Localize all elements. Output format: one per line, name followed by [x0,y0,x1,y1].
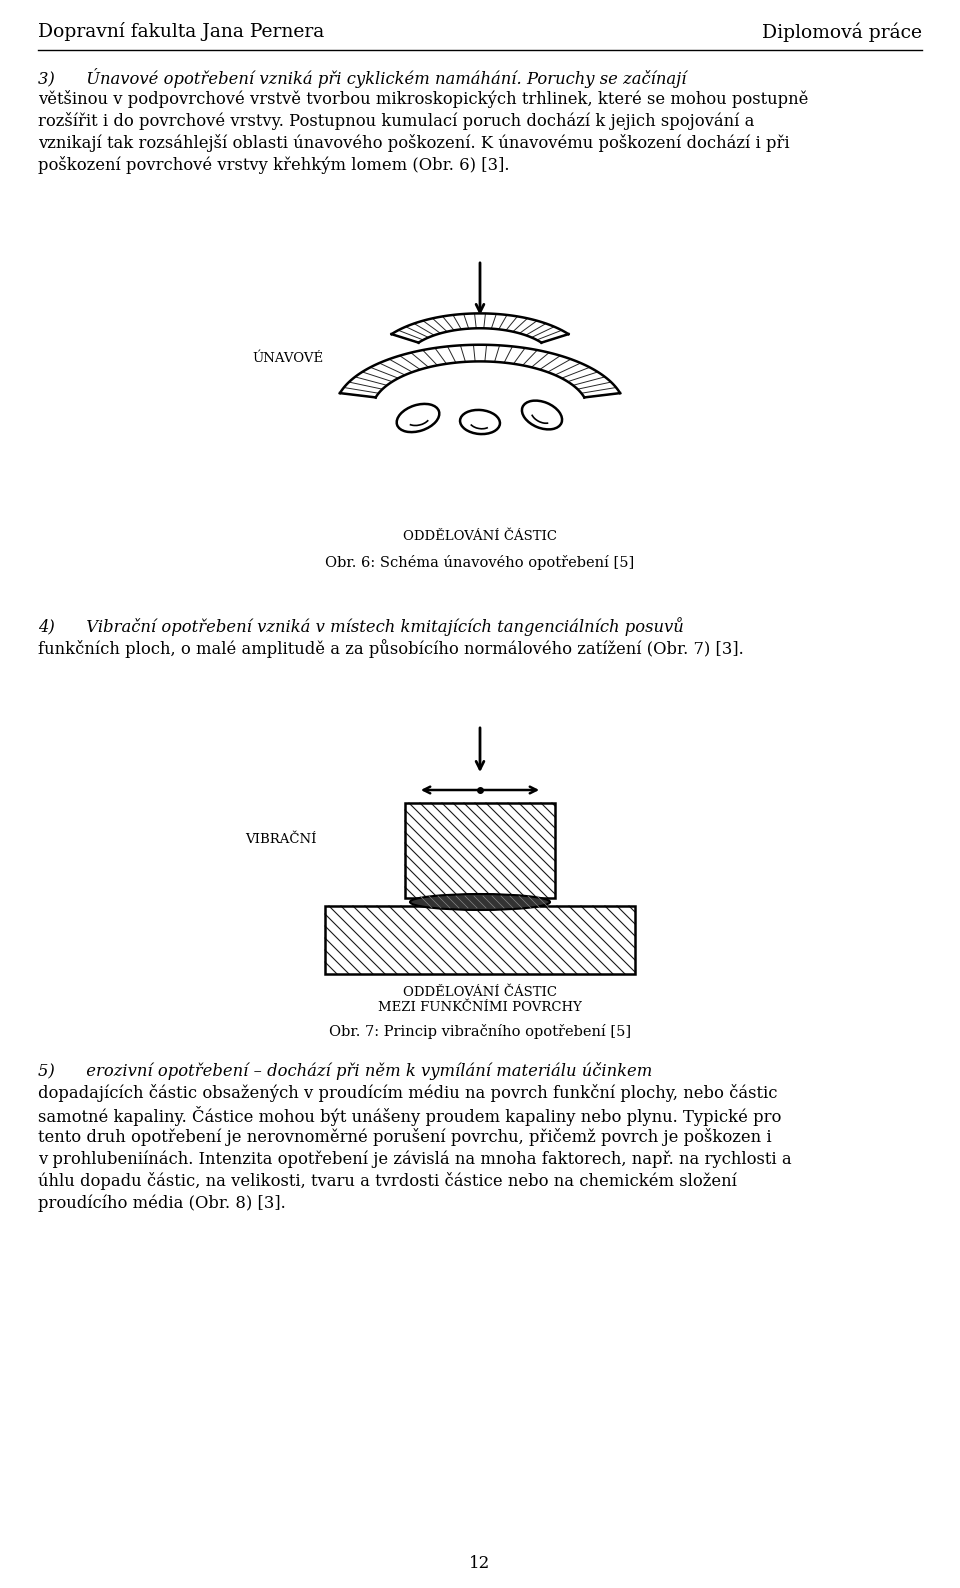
Text: ÚNAVOVÉ: ÚNAVOVÉ [252,353,324,365]
Text: 4)      Vibrační opotřebení vzniká v místech kmitajících tangenciálních posuvů: 4) Vibrační opotřebení vzniká v místech … [38,618,684,635]
Text: 3)      Únavové opotřebení vzniká při cyklickém namáhání. Poruchy se začínají: 3) Únavové opotřebení vzniká při cyklick… [38,68,686,87]
Bar [325,907,635,973]
Text: vznikají tak rozsáhlejší oblasti únavového poškození. K únavovému poškození doch: vznikají tak rozsáhlejší oblasti únavové… [38,133,790,152]
Text: Obr. 7: Princip vibračního opotřebení [5]: Obr. 7: Princip vibračního opotřebení [5… [329,1024,631,1039]
Text: Diplomová práce: Diplomová práce [762,22,922,41]
Text: tento druh opotřebení je nerovnoměrné porušení povrchu, přičemž povrch je poškoz: tento druh opotřebení je nerovnoměrné po… [38,1127,772,1147]
Text: v prohlubeniínách. Intenzita opotřebení je závislá na mnoha faktorech, např. na : v prohlubeniínách. Intenzita opotřebení … [38,1150,792,1167]
Text: proudícího média (Obr. 8) [3].: proudícího média (Obr. 8) [3]. [38,1194,286,1212]
Text: většinou v podpovrchové vrstvě tvorbou mikroskopických trhlinek, které se mohou : většinou v podpovrchové vrstvě tvorbou m… [38,91,808,108]
Text: dopadajících částic obsažených v proudícím médiu na povrch funkční plochy, nebo : dopadajících částic obsažených v proudíc… [38,1085,778,1102]
Text: úhlu dopadu částic, na velikosti, tvaru a tvrdosti částice nebo na chemickém slo: úhlu dopadu částic, na velikosti, tvaru … [38,1172,737,1189]
Text: ODDĚLOVÁNÍ ČÁSTIC: ODDĚLOVÁNÍ ČÁSTIC [403,986,557,999]
Text: samotné kapaliny. Částice mohou být unášeny proudem kapaliny nebo plynu. Typické: samotné kapaliny. Částice mohou být unáš… [38,1105,781,1126]
Text: funkčních ploch, o malé amplitudě a za působícího normálového zatížení (Obr. 7) : funkčních ploch, o malé amplitudě a za p… [38,638,744,657]
Bar [405,804,555,897]
Text: poškození povrchové vrstvy křehkým lomem (Obr. 6) [3].: poškození povrchové vrstvy křehkým lomem… [38,156,510,175]
Polygon shape [392,313,568,343]
Text: MEZI FUNKČNÍMI POVRCHY: MEZI FUNKČNÍMI POVRCHY [378,1000,582,1015]
Text: ODDĚLOVÁNÍ ČÁSTIC: ODDĚLOVÁNÍ ČÁSTIC [403,530,557,543]
Text: Obr. 6: Schéma únavového opotřebení [5]: Obr. 6: Schéma únavového opotřebení [5] [325,554,635,570]
Text: 5)      erozivní opotřebení – dochází při něm k vymílání materiálu účinkem: 5) erozivní opotřebení – dochází při něm… [38,1062,652,1080]
Text: Dopravní fakulta Jana Pernera: Dopravní fakulta Jana Pernera [38,22,324,41]
Text: VIBRAČNÍ: VIBRAČNÍ [245,834,317,846]
Text: 12: 12 [469,1555,491,1572]
Polygon shape [340,345,620,397]
Ellipse shape [410,894,550,910]
Text: rozšířit i do povrchové vrstvy. Postupnou kumulací poruch dochází k jejich spojo: rozšířit i do povrchové vrstvy. Postupno… [38,113,755,130]
